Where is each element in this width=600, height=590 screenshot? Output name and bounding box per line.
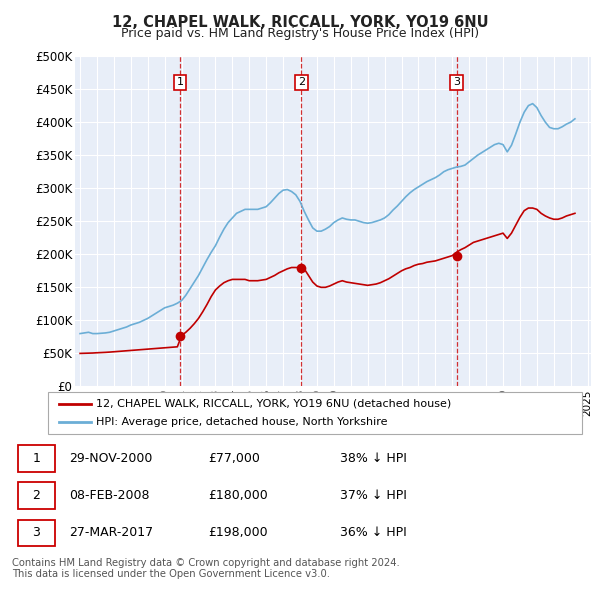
Text: 1: 1 [176, 77, 184, 87]
Text: 27-MAR-2017: 27-MAR-2017 [70, 526, 154, 539]
Text: £77,000: £77,000 [208, 452, 260, 465]
Text: 2: 2 [298, 77, 305, 87]
Text: Price paid vs. HM Land Registry's House Price Index (HPI): Price paid vs. HM Land Registry's House … [121, 27, 479, 40]
Text: 1: 1 [32, 452, 40, 465]
Text: 37% ↓ HPI: 37% ↓ HPI [340, 489, 407, 502]
Text: 38% ↓ HPI: 38% ↓ HPI [340, 452, 407, 465]
FancyBboxPatch shape [48, 392, 582, 434]
Text: 12, CHAPEL WALK, RICCALL, YORK, YO19 6NU (detached house): 12, CHAPEL WALK, RICCALL, YORK, YO19 6NU… [96, 399, 451, 409]
Text: 36% ↓ HPI: 36% ↓ HPI [340, 526, 407, 539]
Text: 12, CHAPEL WALK, RICCALL, YORK, YO19 6NU: 12, CHAPEL WALK, RICCALL, YORK, YO19 6NU [112, 15, 488, 30]
Text: 08-FEB-2008: 08-FEB-2008 [70, 489, 150, 502]
FancyBboxPatch shape [18, 520, 55, 546]
Text: 3: 3 [32, 526, 40, 539]
Text: 3: 3 [453, 77, 460, 87]
Text: 2: 2 [32, 489, 40, 502]
Text: £198,000: £198,000 [208, 526, 268, 539]
Text: Contains HM Land Registry data © Crown copyright and database right 2024.
This d: Contains HM Land Registry data © Crown c… [12, 558, 400, 579]
Text: 29-NOV-2000: 29-NOV-2000 [70, 452, 153, 465]
FancyBboxPatch shape [18, 445, 55, 471]
FancyBboxPatch shape [18, 482, 55, 509]
Text: £180,000: £180,000 [208, 489, 268, 502]
Text: HPI: Average price, detached house, North Yorkshire: HPI: Average price, detached house, Nort… [96, 417, 388, 427]
